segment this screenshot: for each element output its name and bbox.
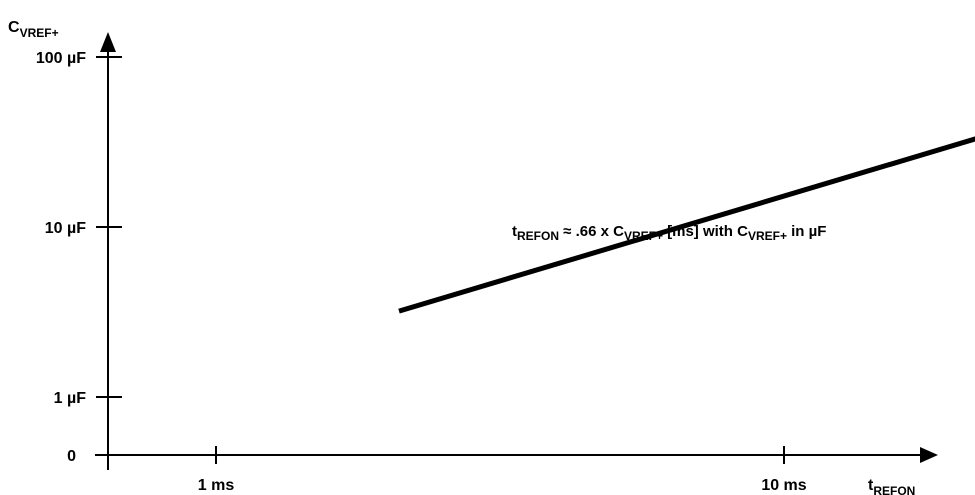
- origin-label: 0: [67, 448, 76, 465]
- y-tick-label-2: 1 µF: [54, 390, 87, 407]
- y-tick-label-0: 100 µF: [36, 50, 86, 67]
- y-axis-label: CVREF+: [8, 19, 59, 40]
- x-tick-label-1: 10 ms: [761, 477, 806, 494]
- y-tick-label-1: 10 µF: [45, 220, 86, 237]
- x-axis-arrow: [920, 447, 938, 463]
- series-group: [398, 136, 975, 314]
- formula-annotation: tREFON ≈ .66 x CVREF+ [ms] with CVREF+ i…: [512, 223, 826, 243]
- x-axis-label: tREFON: [868, 477, 915, 495]
- y-axis-arrow: [100, 32, 116, 52]
- series-line-0: [398, 136, 975, 314]
- x-tick-label-0: 1 ms: [198, 477, 235, 494]
